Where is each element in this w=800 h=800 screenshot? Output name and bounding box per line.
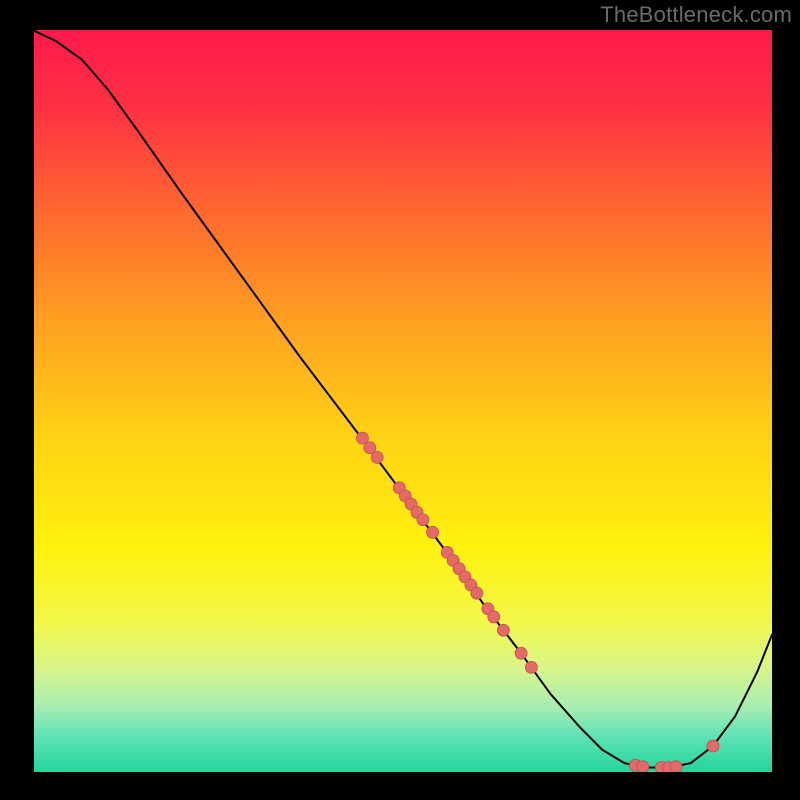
bottleneck-chart [34, 30, 772, 772]
data-marker [707, 740, 719, 752]
data-marker [371, 451, 383, 463]
data-marker [488, 611, 500, 623]
data-marker [471, 587, 483, 599]
data-marker [497, 624, 509, 636]
data-marker [525, 661, 537, 673]
watermark-text: TheBottleneck.com [600, 2, 792, 28]
data-marker [417, 514, 429, 526]
data-marker [637, 761, 649, 772]
chart-container: TheBottleneck.com [0, 0, 800, 800]
data-marker [670, 761, 682, 772]
data-marker [515, 647, 527, 659]
data-marker [427, 526, 439, 538]
